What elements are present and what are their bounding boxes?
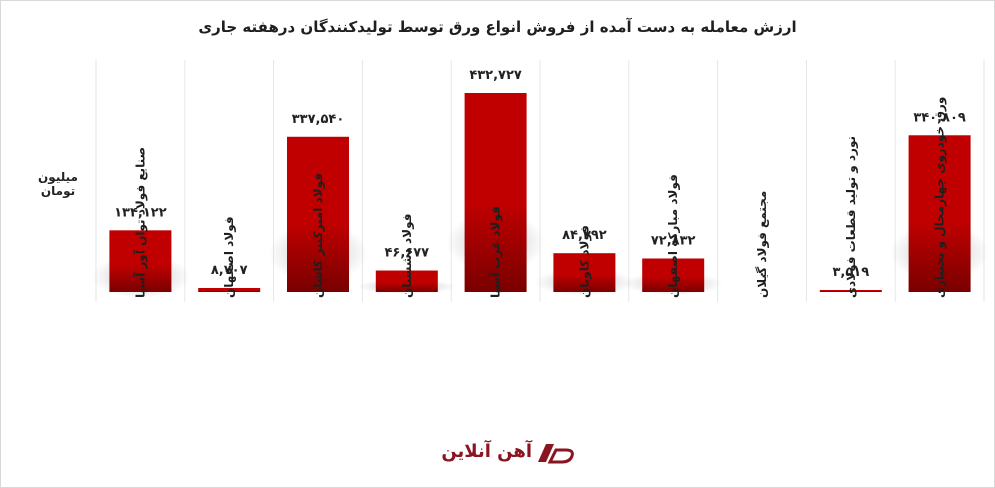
category-labels: صنایع فولاد توان آور آسیا فولاد اصفهان فول… — [132, 97, 947, 298]
logo: آهن آنلاین — [432, 440, 582, 468]
y-axis-label: میلیون تومان — [38, 170, 78, 198]
logo-mark-icon — [538, 444, 574, 464]
category-label: فولاد کاویان — [577, 225, 592, 298]
category-label: فولاد مبارکه اصفهان — [666, 174, 681, 298]
data-label: ۸۴,۳۹۲ — [562, 228, 607, 243]
bar — [464, 93, 527, 292]
category-label: ورق خودروی چهارمحال و بختیاری — [933, 97, 948, 298]
chart-title: ارزش معامله به دست آمده از فروش انواع ور… — [198, 18, 797, 36]
data-label: ۴۶,۶۷۷ — [384, 246, 429, 261]
bar — [198, 287, 261, 292]
data-label: ۳۴۰,۸۰۹ — [913, 110, 966, 125]
category-label: فولاد اصفهان — [222, 216, 237, 298]
bar — [553, 253, 616, 292]
bar — [908, 135, 971, 292]
bar — [642, 258, 705, 292]
data-label: ۴۳۲,۷۲۷ — [469, 68, 522, 83]
bars — [109, 93, 971, 292]
data-label: ۸,۷۰۷ — [211, 263, 248, 278]
bar — [287, 136, 349, 292]
data-label: ۷۲,۸۳۲ — [651, 234, 696, 249]
category-label: فولاد دشستان — [400, 214, 415, 298]
data-label: ۳۳۷,۵۴۰ — [292, 112, 345, 127]
category-label: صنایع فولاد توان آور آسیا — [132, 147, 148, 298]
data-label: ۰ — [758, 267, 766, 282]
data-label: ۳,۵۱۹ — [832, 265, 869, 280]
category-dividers — [95, 60, 985, 302]
bar — [375, 270, 438, 292]
category-label: فولاد امیرکبیر کاشان — [311, 173, 326, 298]
data-labels: ۱۳۴,۱۲۲ ۸,۷۰۷ ۳۳۷,۵۴۰ ۴۶,۶۷۷ ۴۳۲,۷۲۷ ۸۴,۳۹۲ ۷۲… — [114, 68, 966, 282]
category-label: نورد و تولید قطعات فولادی — [844, 136, 859, 298]
category-label: مجتمع فولاد گیلان — [755, 191, 770, 298]
bar — [819, 290, 882, 292]
category-label: فولاد غرب آسیا — [488, 206, 504, 298]
bar — [109, 230, 172, 292]
data-label: ۱۳۴,۱۲۲ — [114, 205, 167, 220]
logo-text: آهن آنلاین — [441, 441, 532, 462]
